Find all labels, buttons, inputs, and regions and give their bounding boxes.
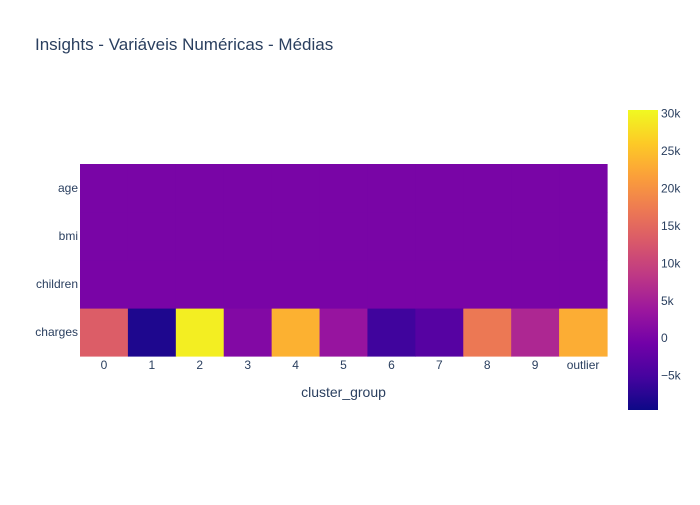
heatmap-cell-children-5 bbox=[319, 260, 369, 309]
heatmap-cell-age-5 bbox=[319, 164, 369, 213]
heatmap-cell-bmi-9 bbox=[511, 212, 560, 261]
heatmap-cell-charges-9 bbox=[511, 308, 560, 357]
heatmap-cell-children-4 bbox=[271, 260, 321, 309]
heatmap-cell-age-8 bbox=[463, 164, 512, 213]
heatmap-cell-charges-0 bbox=[80, 308, 129, 357]
heatmap-cell-children-2 bbox=[175, 260, 225, 309]
colorbar-gradient bbox=[628, 110, 658, 410]
x-tick-label: 4 bbox=[292, 358, 299, 372]
x-tick-label: 6 bbox=[388, 358, 395, 372]
colorbar-tick-label: 0 bbox=[661, 331, 668, 345]
heatmap-cell-bmi-3 bbox=[223, 212, 273, 261]
heatmap-cell-age-6 bbox=[367, 164, 416, 213]
heatmap-cell-age-9 bbox=[511, 164, 560, 213]
heatmap-cell-children-outlier bbox=[559, 260, 608, 309]
heatmap-cell-bmi-4 bbox=[271, 212, 321, 261]
heatmap-cell-bmi-0 bbox=[80, 212, 129, 261]
x-tick-label: 8 bbox=[484, 358, 491, 372]
heatmap-cell-charges-4 bbox=[271, 308, 321, 357]
heatmap-cell-age-4 bbox=[271, 164, 321, 213]
heatmap-cell-children-7 bbox=[415, 260, 464, 309]
x-tick-label: 9 bbox=[532, 358, 539, 372]
heatmap-cell-age-outlier bbox=[559, 164, 608, 213]
heatmap-cell-bmi-6 bbox=[367, 212, 416, 261]
colorbar-tick-label: 5k bbox=[661, 294, 675, 308]
heatmap-cell-bmi-outlier bbox=[559, 212, 608, 261]
heatmap-cell-age-3 bbox=[223, 164, 273, 213]
heatmap-cell-charges-6 bbox=[367, 308, 416, 357]
x-tick-label: 3 bbox=[244, 358, 251, 372]
x-tick-label: 7 bbox=[436, 358, 443, 372]
x-axis-title: cluster_group bbox=[301, 384, 386, 400]
colorbar-tick-label: 15k bbox=[661, 219, 681, 233]
colorbar-tick-label: 25k bbox=[661, 144, 681, 158]
x-tick-label: 1 bbox=[149, 358, 156, 372]
colorbar-tick-labels: −5k 0 5k 10k 15k 20k 25k 30k bbox=[661, 107, 682, 383]
x-tick-label: outlier bbox=[567, 358, 600, 372]
heatmap-cell-children-0 bbox=[80, 260, 129, 309]
heatmap-cell-charges-5 bbox=[319, 308, 369, 357]
y-tick-label: children bbox=[36, 277, 78, 291]
chart-title: Insights - Variáveis Numéricas - Médias bbox=[35, 35, 333, 54]
x-tick-label: 0 bbox=[101, 358, 108, 372]
heatmap-cell-charges-3 bbox=[223, 308, 273, 357]
colorbar-tick-label: 30k bbox=[661, 107, 681, 121]
heatmap-cell-children-8 bbox=[463, 260, 512, 309]
heatmap-cell-children-6 bbox=[367, 260, 416, 309]
heatmap-cells bbox=[80, 164, 608, 357]
heatmap-cell-age-2 bbox=[175, 164, 225, 213]
colorbar: −5k 0 5k 10k 15k 20k 25k 30k bbox=[628, 107, 682, 410]
heatmap-cell-children-3 bbox=[223, 260, 273, 309]
heatmap-cell-charges-1 bbox=[127, 308, 177, 357]
heatmap-cell-bmi-7 bbox=[415, 212, 464, 261]
colorbar-tick-label: 10k bbox=[661, 256, 681, 270]
heatmap-cell-charges-outlier bbox=[559, 308, 608, 357]
heatmap-cell-charges-2 bbox=[175, 308, 225, 357]
heatmap-cell-children-1 bbox=[127, 260, 177, 309]
heatmap-cell-age-1 bbox=[127, 164, 177, 213]
heatmap-cell-bmi-5 bbox=[319, 212, 369, 261]
y-tick-label: bmi bbox=[59, 229, 78, 243]
x-tick-label: 5 bbox=[340, 358, 347, 372]
heatmap-cell-age-0 bbox=[80, 164, 129, 213]
heatmap-cell-age-7 bbox=[415, 164, 464, 213]
heatmap-cell-charges-8 bbox=[463, 308, 512, 357]
heatmap-cell-charges-7 bbox=[415, 308, 464, 357]
heatmap-cell-children-9 bbox=[511, 260, 560, 309]
heatmap-cell-bmi-2 bbox=[175, 212, 225, 261]
colorbar-tick-label: 20k bbox=[661, 182, 681, 196]
y-tick-label: age bbox=[58, 181, 78, 195]
x-tick-labels: 0 1 2 3 4 5 6 7 8 9 outlier bbox=[101, 358, 600, 372]
heatmap-cell-bmi-1 bbox=[127, 212, 177, 261]
y-tick-labels: charges children bmi age bbox=[35, 181, 78, 339]
x-tick-label: 2 bbox=[196, 358, 203, 372]
heatmap-cell-bmi-8 bbox=[463, 212, 512, 261]
colorbar-tick-label: −5k bbox=[661, 369, 682, 383]
y-tick-label: charges bbox=[35, 325, 78, 339]
